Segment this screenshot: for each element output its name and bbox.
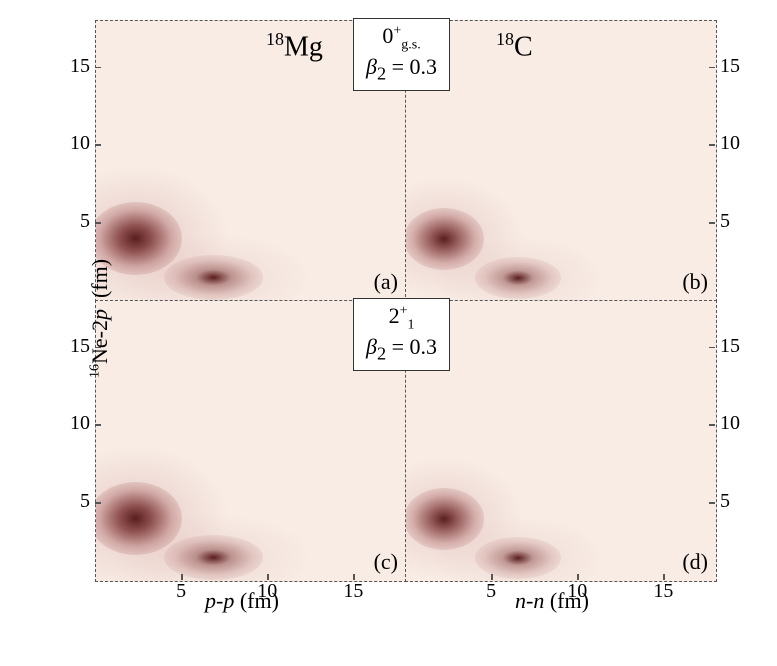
panel-letter-a: (a) bbox=[374, 269, 398, 295]
state-box-bottom: 2+1 β2 = 0.3 bbox=[353, 298, 450, 371]
tick-mark bbox=[491, 574, 493, 580]
tick-mark bbox=[181, 574, 183, 580]
tick-label: 5 bbox=[166, 580, 196, 603]
tick-mark bbox=[95, 424, 101, 426]
mass-number: 18 bbox=[266, 29, 284, 49]
element-symbol: Mg bbox=[284, 31, 323, 62]
x-axis-label-right: n-n (fm) bbox=[515, 588, 589, 614]
density-figure: 18Mg (a) 18C (b) (c) (d) 0+g.s. β2 = 0.3… bbox=[55, 20, 750, 640]
tick-label: 15 bbox=[338, 580, 368, 603]
panel-letter-d: (d) bbox=[682, 549, 708, 575]
panel-letter-c: (c) bbox=[374, 549, 398, 575]
tick-mark bbox=[95, 347, 101, 349]
nuclide-right-label: 18C bbox=[496, 29, 533, 63]
panel-letter-b: (b) bbox=[682, 269, 708, 295]
tick-mark bbox=[353, 574, 355, 580]
tick-mark bbox=[709, 424, 715, 426]
beta-label-top: β2 = 0.3 bbox=[366, 54, 437, 85]
nuclide-left-label: 18Mg bbox=[266, 29, 323, 63]
tick-mark bbox=[709, 144, 715, 146]
tick-mark bbox=[267, 574, 269, 580]
tick-mark bbox=[709, 347, 715, 349]
tick-mark bbox=[95, 222, 101, 224]
y-axis-label-left: 16Ne-2p (fm) bbox=[87, 218, 113, 378]
state-box-top: 0+g.s. β2 = 0.3 bbox=[353, 18, 450, 91]
state-label-bottom: 2+1 bbox=[366, 303, 437, 334]
tick-label: 15 bbox=[648, 580, 678, 603]
tick-mark bbox=[95, 67, 101, 69]
tick-mark bbox=[709, 67, 715, 69]
element-symbol: C bbox=[514, 31, 533, 62]
tick-mark bbox=[577, 574, 579, 580]
state-label-top: 0+g.s. bbox=[366, 23, 437, 54]
tick-mark bbox=[663, 574, 665, 580]
tick-mark bbox=[95, 144, 101, 146]
tick-mark bbox=[95, 502, 101, 504]
x-axis-label-left: p-p (fm) bbox=[205, 588, 279, 614]
beta-label-bottom: β2 = 0.3 bbox=[366, 334, 437, 365]
mass-number: 18 bbox=[496, 29, 514, 49]
tick-label: 5 bbox=[476, 580, 506, 603]
tick-mark bbox=[709, 222, 715, 224]
tick-mark bbox=[709, 502, 715, 504]
